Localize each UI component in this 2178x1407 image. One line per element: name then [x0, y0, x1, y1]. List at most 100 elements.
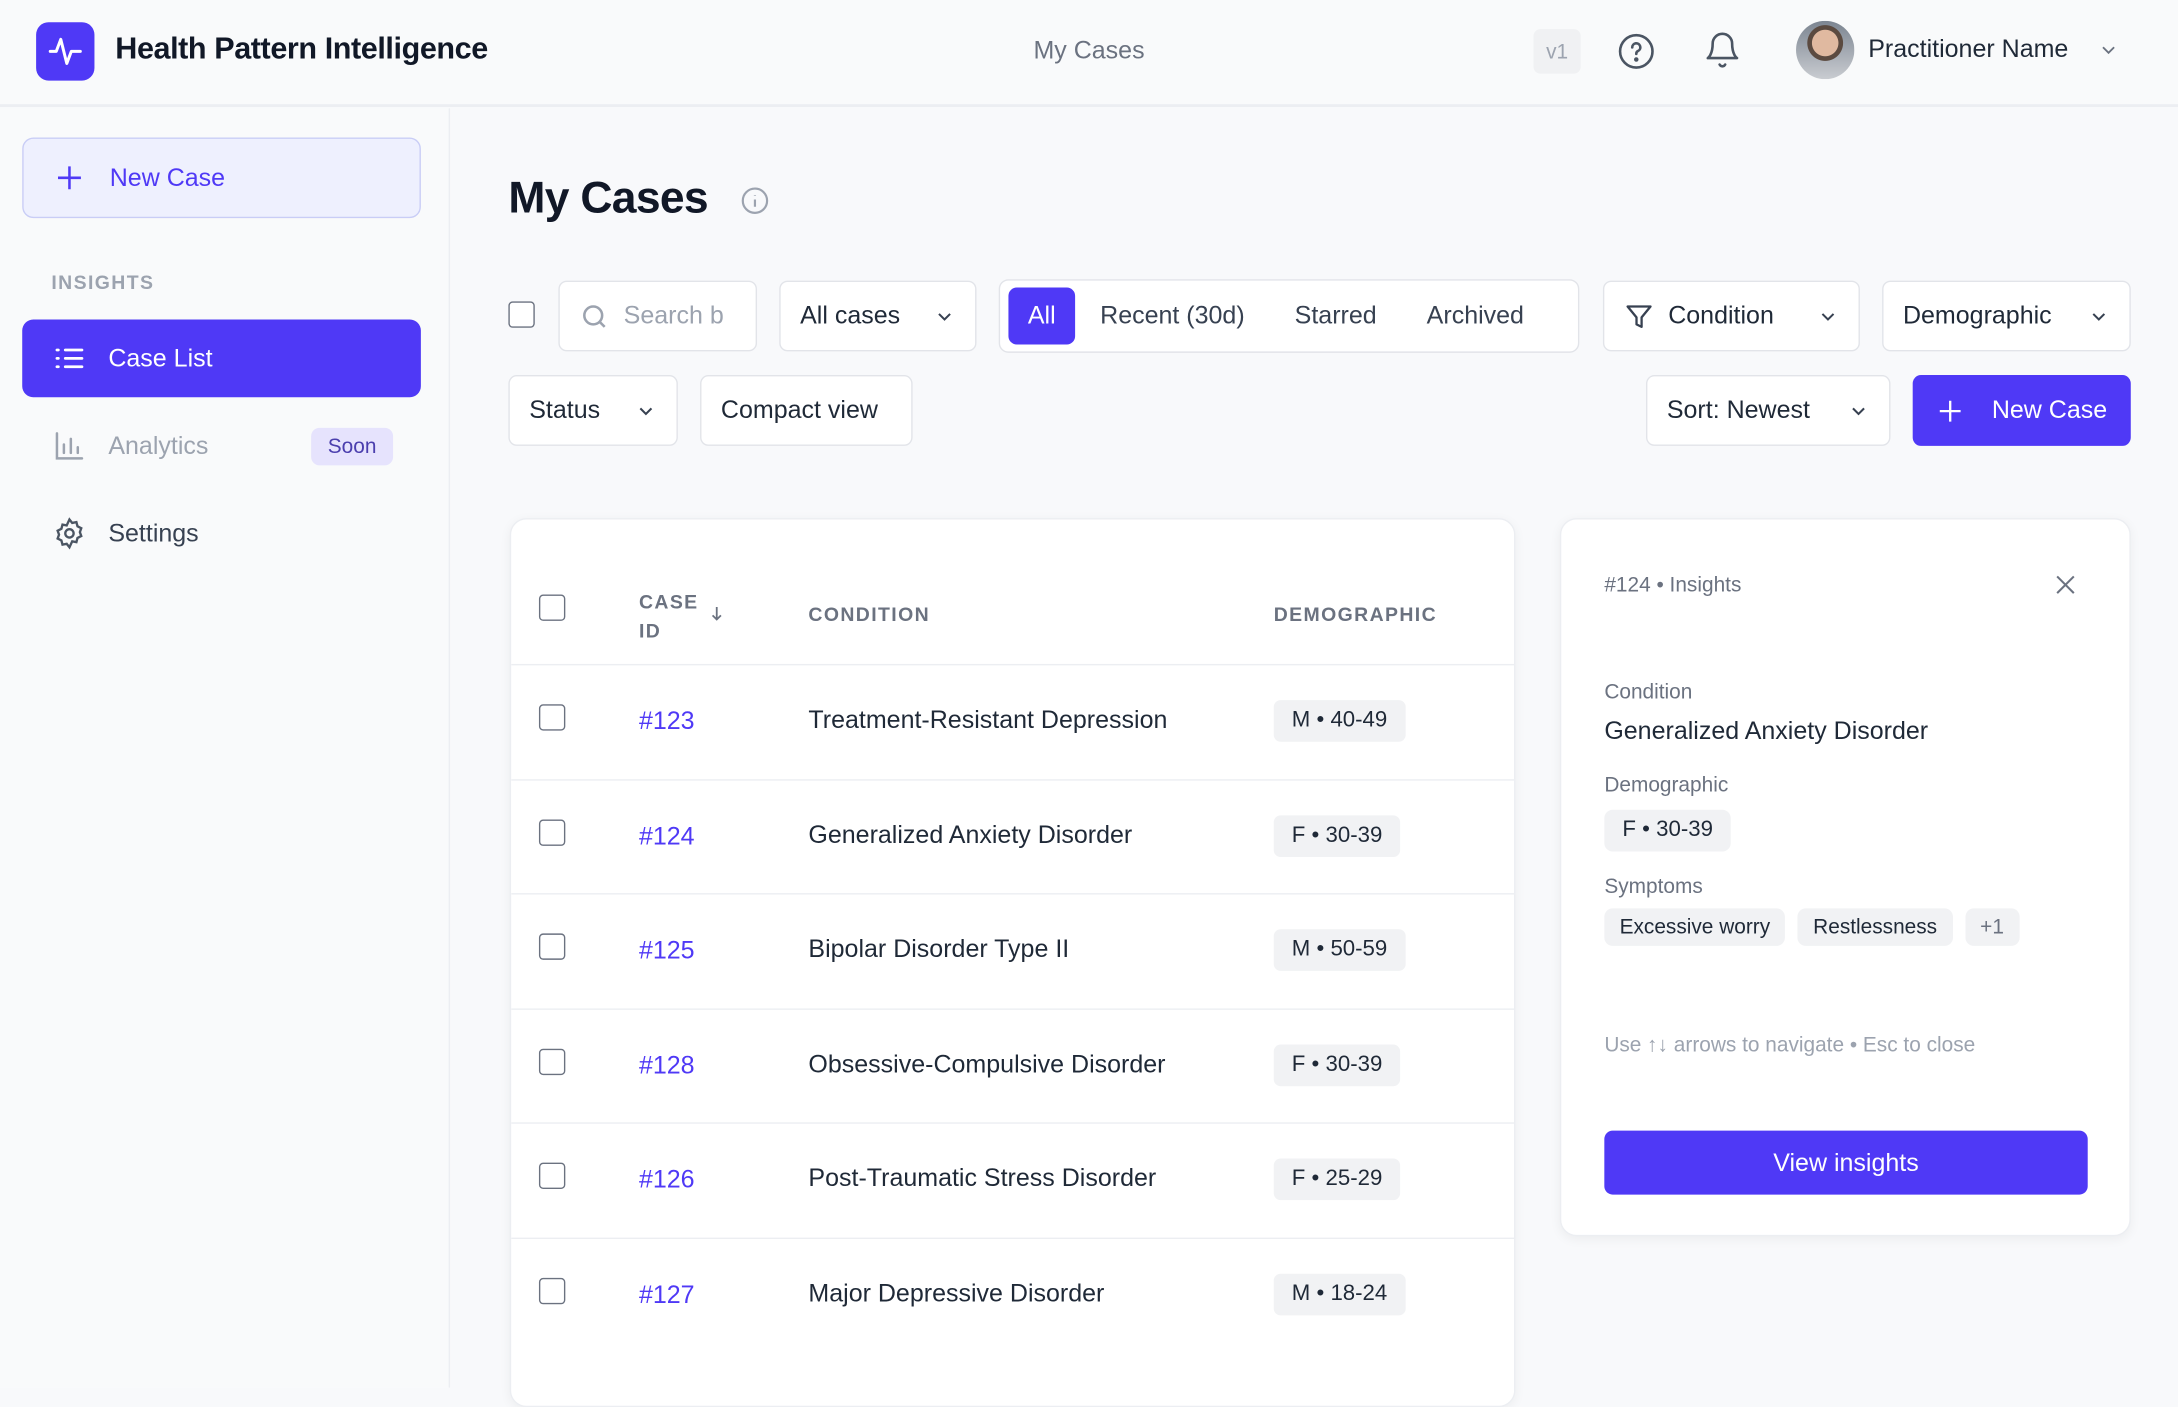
row-checkbox[interactable]	[538, 1162, 566, 1190]
demographic-badge: F • 30-39	[1273, 814, 1401, 857]
tab-archived[interactable]: Archived	[1426, 301, 1524, 330]
compact-view-button[interactable]: Compact view	[700, 375, 913, 446]
condition-cell: Treatment-Resistant Depression	[808, 705, 1168, 734]
column-header-case-id[interactable]: CASE ID	[639, 588, 699, 646]
case-id-link[interactable]: #126	[638, 1165, 695, 1194]
sidebar-new-case-button[interactable]: New Case	[22, 137, 421, 219]
new-case-label: New Case	[1991, 395, 2108, 424]
top-bar: Health Pattern Intelligence My Cases v1 …	[0, 0, 2178, 107]
demographic-label: Demographic	[1604, 773, 1729, 798]
row-checkbox[interactable]	[538, 1277, 566, 1304]
tab-all[interactable]: All	[1008, 287, 1076, 345]
new-case-label: New Case	[109, 163, 226, 191]
page-title: My Cases	[508, 172, 708, 223]
search-icon	[583, 304, 606, 328]
close-icon[interactable]	[2053, 572, 2078, 597]
status-filter[interactable]: Status	[508, 375, 678, 446]
keyboard-hint: Use ↑↓ arrows to navigate • Esc to close	[1604, 1033, 1976, 1058]
row-checkbox[interactable]	[538, 704, 566, 731]
case-id-link[interactable]: #123	[638, 707, 695, 735]
gear-icon	[56, 517, 83, 550]
sort-select[interactable]: Sort: Newest	[1646, 375, 1891, 446]
table-row[interactable]: #125 Bipolar Disorder Type II M • 50-59	[511, 893, 1515, 1008]
demographic-filter-label: Demographic	[1902, 301, 2052, 330]
sidebar-item-case-list[interactable]: Case List	[22, 319, 421, 398]
chevron-down-icon	[1852, 406, 1865, 415]
condition-cell: Obsessive-Compulsive Disorder	[808, 1049, 1166, 1078]
condition-cell: Major Depressive Disorder	[808, 1278, 1105, 1307]
row-checkbox[interactable]	[538, 1048, 566, 1075]
condition-cell: Generalized Anxiety Disorder	[808, 820, 1133, 849]
table-row[interactable]: #128 Obsessive-Compulsive Disorder F • 3…	[511, 1007, 1515, 1123]
new-case-button[interactable]: New Case	[1912, 375, 2131, 446]
table-row[interactable]: #123 Treatment-Resistant Depression M • …	[511, 663, 1515, 779]
header-text: CASE	[638, 590, 699, 613]
cases-table: CASE ID CONDITION DEMOGRAPHIC #123 Treat…	[509, 518, 1516, 1407]
view-insights-button[interactable]: View insights	[1604, 1130, 2088, 1195]
table-select-all-checkbox[interactable]	[538, 594, 566, 621]
bell-icon[interactable]	[1703, 31, 1742, 70]
sidebar-section-label: INSIGHTS	[51, 270, 155, 294]
user-name[interactable]: Practitioner Name	[1868, 34, 2069, 63]
sidebar-item-label: Analytics	[108, 431, 209, 460]
select-all-checkbox[interactable]	[508, 301, 535, 328]
table-row[interactable]: #126 Post-Traumatic Stress Disorder F • …	[511, 1122, 1515, 1237]
condition-cell: Post-Traumatic Stress Disorder	[808, 1164, 1157, 1192]
symptoms-label: Symptoms	[1604, 875, 1703, 899]
app-logo[interactable]	[36, 22, 95, 81]
version-badge: v1	[1533, 29, 1581, 74]
bar-chart-icon	[55, 432, 84, 460]
list-icon	[55, 348, 84, 369]
sidebar-item-label: Case List	[108, 343, 213, 372]
condition-filter-label: Condition	[1668, 301, 1774, 330]
row-checkbox[interactable]	[538, 818, 566, 846]
insights-panel: #124 • Insights Condition Generalized An…	[1559, 518, 2131, 1237]
condition-label: Condition	[1604, 680, 1693, 705]
chevron-down-icon	[639, 406, 653, 415]
chevron-down-icon	[938, 312, 951, 321]
panel-title: #124 • Insights	[1604, 573, 1742, 598]
case-id-link[interactable]: #128	[638, 1050, 695, 1079]
status-filter-label: Status	[529, 395, 601, 424]
compact-view-label: Compact view	[720, 395, 878, 424]
soon-badge: Soon	[311, 427, 394, 465]
search-input[interactable]: Search b	[558, 280, 758, 352]
demographic-badge: M • 40-49	[1273, 700, 1406, 742]
sidebar-item-analytics[interactable]: Analytics Soon	[22, 407, 421, 485]
row-checkbox[interactable]	[538, 933, 566, 960]
sidebar	[0, 108, 451, 1388]
tab-starred[interactable]: Starred	[1294, 301, 1377, 330]
scope-select-value: All cases	[800, 301, 901, 330]
demographic-badge: M • 50-59	[1273, 929, 1406, 971]
demographic-badge: M • 18-24	[1273, 1273, 1406, 1315]
filter-icon	[1626, 304, 1652, 328]
plus-icon	[57, 166, 81, 190]
info-icon[interactable]	[740, 186, 769, 215]
plus-icon	[1939, 400, 1961, 421]
sort-label: Sort: Newest	[1666, 395, 1810, 424]
chevron-down-icon[interactable]	[2097, 39, 2119, 61]
sidebar-item-label: Settings	[108, 518, 199, 547]
scope-select[interactable]: All cases	[779, 280, 977, 352]
case-id-link[interactable]: #127	[638, 1279, 695, 1308]
sort-arrow-down-icon[interactable]	[710, 606, 724, 623]
demographic-filter[interactable]: Demographic	[1882, 280, 2131, 352]
search-placeholder: Search b	[623, 301, 724, 330]
case-tabs: All Recent (30d) Starred Archived	[998, 279, 1580, 353]
header-page-title: My Cases	[1033, 36, 1145, 64]
table-row[interactable]: #124 Generalized Anxiety Disorder F • 30…	[511, 778, 1515, 894]
case-id-link[interactable]: #125	[638, 936, 695, 964]
condition-value: Generalized Anxiety Disorder	[1604, 716, 1929, 745]
avatar[interactable]	[1796, 20, 1855, 80]
help-icon[interactable]	[1617, 32, 1656, 71]
app-title: Health Pattern Intelligence	[115, 30, 488, 66]
column-header-condition[interactable]: CONDITION	[808, 602, 931, 626]
condition-filter[interactable]: Condition	[1602, 280, 1860, 352]
tab-recent[interactable]: Recent (30d)	[1100, 301, 1245, 330]
sidebar-item-settings[interactable]: Settings	[22, 494, 421, 572]
column-header-demographic[interactable]: DEMOGRAPHIC	[1273, 602, 1438, 626]
case-id-link[interactable]: #124	[638, 821, 695, 850]
table-row[interactable]: #127 Major Depressive Disorder M • 18-24	[511, 1236, 1515, 1352]
demographic-chip: F • 30-39	[1604, 809, 1731, 852]
more-symptoms-chip[interactable]: +1	[1964, 908, 2020, 946]
